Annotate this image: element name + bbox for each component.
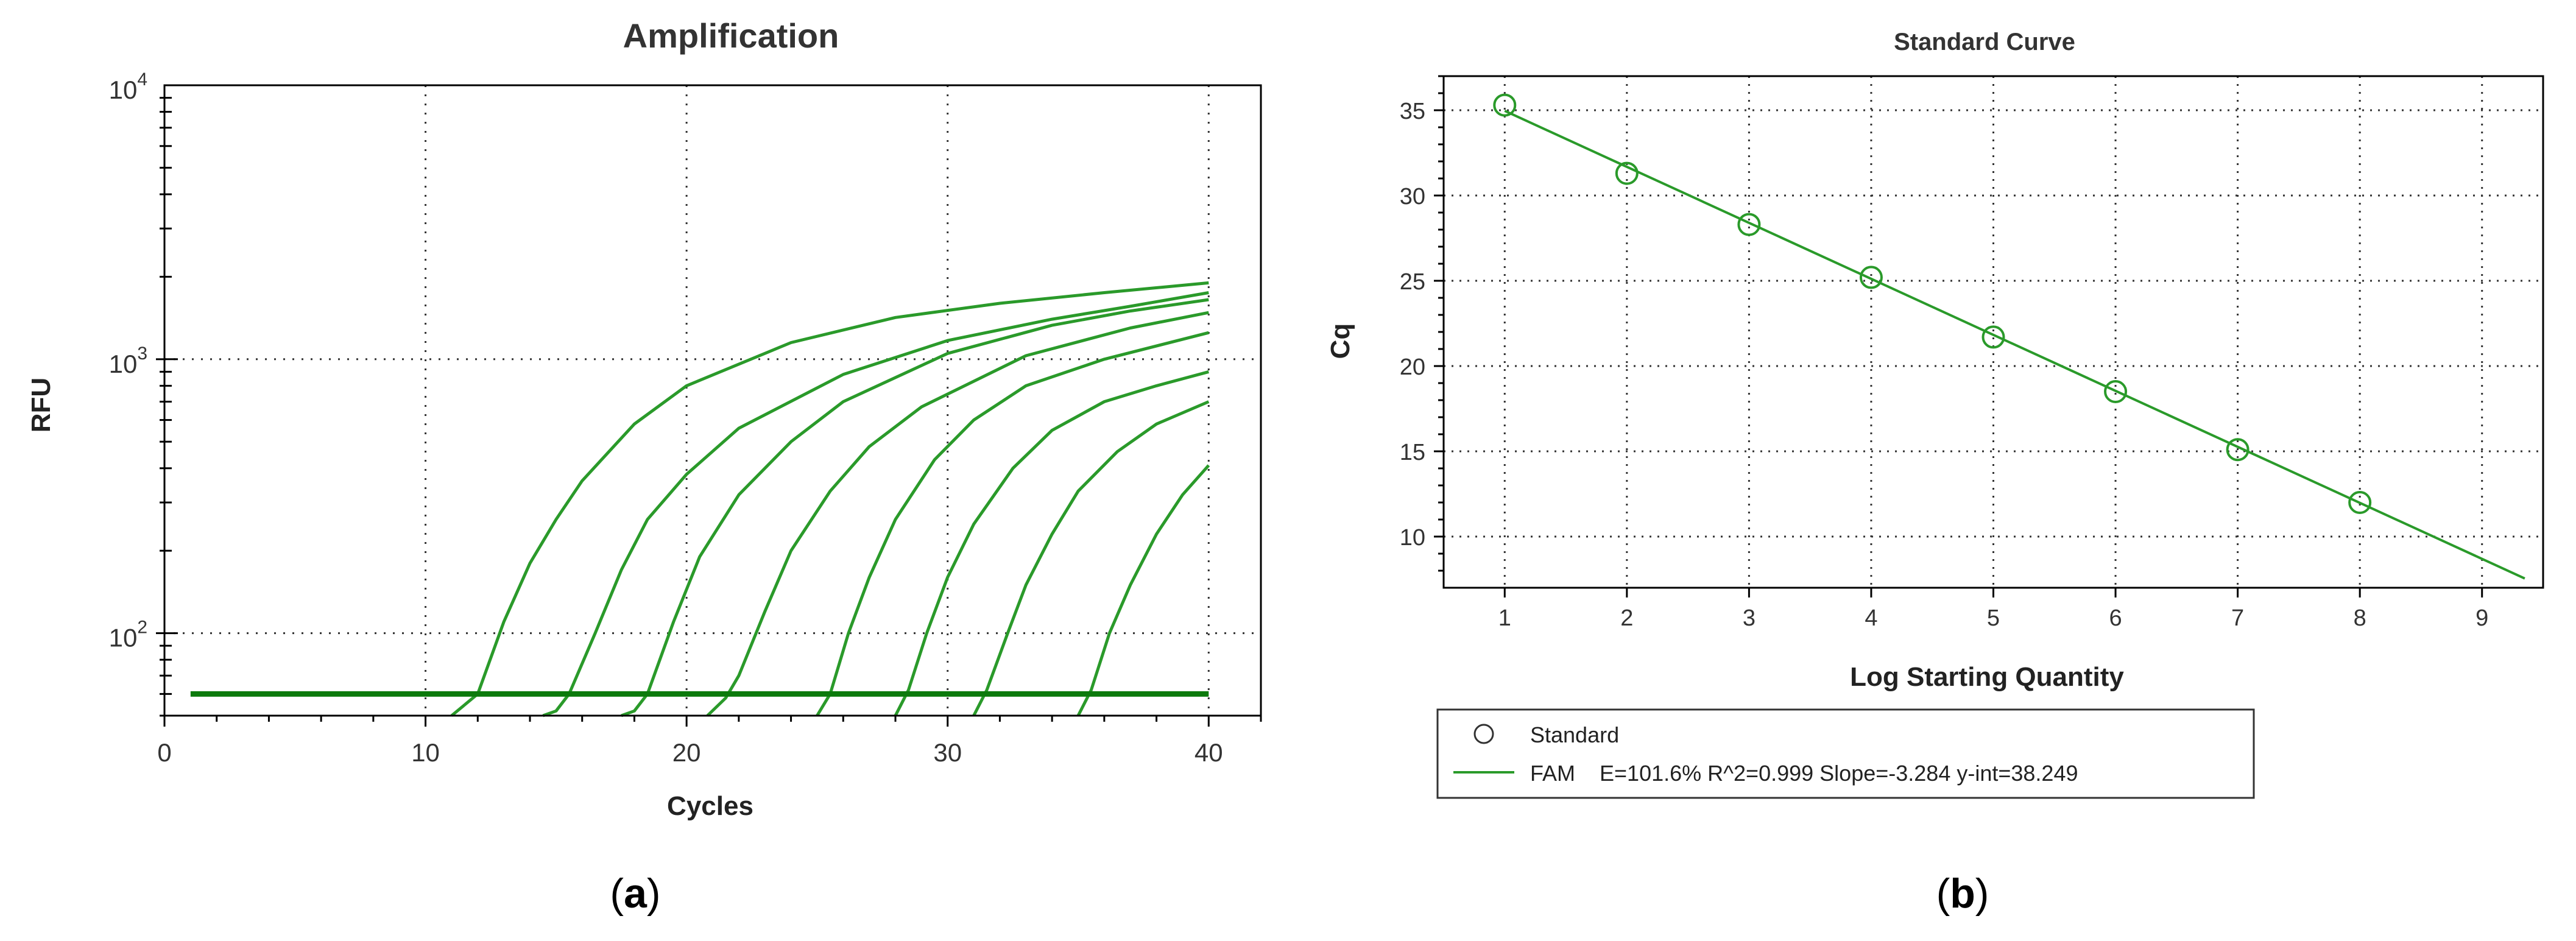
- a-x-tick-label-0: 0: [157, 738, 171, 767]
- amplification-chart: Amplification 0 10 20 30 40 102 103 104 …: [26, 16, 1262, 821]
- standard-point-3: [1737, 213, 1761, 236]
- standard-point-5: [1981, 325, 2005, 349]
- b-x-tick-label: 7: [2231, 605, 2244, 631]
- standard-curve-y-ticks: 10 15 20 25 30 35: [1400, 99, 1425, 551]
- standard-point-6: [2104, 380, 2128, 403]
- amplification-plot-frame: [163, 84, 1262, 717]
- b-y-tick-label: 10: [1400, 525, 1425, 551]
- standard-curve-points: [1493, 93, 2372, 514]
- amplification-curve-8: [1076, 464, 1210, 717]
- a-y-tick-exponent: 4: [137, 69, 147, 90]
- standard-curve-y-axis-label: Cq: [1325, 323, 1355, 359]
- b-y-tick-label: 35: [1400, 99, 1425, 124]
- b-x-tick-label: 1: [1498, 605, 1511, 631]
- b-y-tick-label: 20: [1400, 354, 1425, 380]
- b-x-tick-label: 6: [2109, 605, 2122, 631]
- amplification-title: Amplification: [623, 16, 839, 55]
- b-x-tick-label: 3: [1743, 605, 1756, 631]
- legend-standard-marker: [1473, 724, 1494, 744]
- amplification-y-axis-label: RFU: [26, 378, 56, 432]
- standard-curve-plot-frame: [1442, 75, 2544, 589]
- amplification-curve-4: [706, 311, 1209, 717]
- b-y-tick-label: 15: [1400, 440, 1425, 465]
- standard-point-4: [1859, 266, 1883, 289]
- amplification-x-axis-label: Cycles: [667, 791, 753, 821]
- a-y-tick-base: 10: [109, 76, 138, 104]
- a-x-tick-label-40: 40: [1194, 738, 1223, 767]
- a-y-tick-exponent: 2: [137, 618, 147, 638]
- legend-standard-label: Standard: [1530, 722, 1619, 747]
- standard-point-1: [1493, 93, 1517, 117]
- amplification-curve-7: [972, 400, 1210, 717]
- standard-point-7: [2226, 438, 2250, 462]
- b-y-tick-label: 30: [1400, 184, 1425, 210]
- a-x-tick-label-20: 20: [672, 738, 701, 767]
- amplification-x-ticks: 0 10 20 30 40: [157, 738, 1223, 767]
- b-y-tick-label: 25: [1400, 269, 1425, 295]
- caption-paren-close: ): [647, 870, 661, 917]
- standard-curve-chart: Standard Curve 1 2 3 4 5 6 7 8 9 10 15 2…: [1325, 29, 2544, 799]
- standard-curve-fit-line: [1504, 110, 2525, 580]
- a-y-tick-exponent: 3: [137, 344, 147, 364]
- a-y-tick-label-1000: 103: [109, 344, 147, 378]
- standard-point-8: [2348, 491, 2372, 514]
- amplification-curve-1: [450, 281, 1209, 717]
- caption-letter: b: [1950, 870, 1975, 917]
- caption-paren-open: (: [610, 870, 624, 917]
- standard-curve-legend: Standard FAM E=101.6% R^2=0.999 Slope=-3…: [1436, 708, 2255, 799]
- b-x-tick-label: 9: [2475, 605, 2488, 631]
- standard-curve-title: Standard Curve: [1894, 29, 2075, 55]
- b-x-tick-label: 8: [2354, 605, 2366, 631]
- a-y-tick-label-10000: 104: [109, 69, 147, 104]
- panel-b-caption: (b): [1936, 870, 1989, 917]
- legend-box: [1436, 708, 2255, 799]
- b-x-tick-label: 4: [1865, 605, 1877, 631]
- amplification-curve-3: [621, 298, 1209, 717]
- caption-paren-open: (: [1936, 870, 1950, 917]
- amplification-curve-6: [894, 370, 1209, 717]
- b-x-tick-label: 2: [1620, 605, 1633, 631]
- b-x-tick-label: 5: [1987, 605, 2000, 631]
- legend-fam-label: FAM E=101.6% R^2=0.999 Slope=-3.284 y-in…: [1530, 761, 2078, 786]
- amplification-series-group: [450, 281, 1210, 717]
- amplification-curve-5: [816, 331, 1209, 717]
- caption-letter: a: [624, 870, 648, 917]
- a-y-tick-base: 10: [109, 624, 138, 652]
- a-y-tick-base: 10: [109, 350, 138, 378]
- caption-paren-close: ): [1975, 870, 1989, 917]
- a-x-tick-label-10: 10: [411, 738, 440, 767]
- standard-curve-x-axis-label: Log Starting Quantity: [1850, 662, 2124, 692]
- amplification-y-ticks: 102 103 104: [109, 69, 147, 652]
- panel-a-caption: (a): [610, 870, 660, 917]
- a-x-tick-label-30: 30: [933, 738, 962, 767]
- a-y-tick-label-100: 102: [109, 618, 147, 652]
- standard-point-2: [1615, 161, 1639, 185]
- standard-curve-x-ticks: 1 2 3 4 5 6 7 8 9: [1498, 605, 2489, 631]
